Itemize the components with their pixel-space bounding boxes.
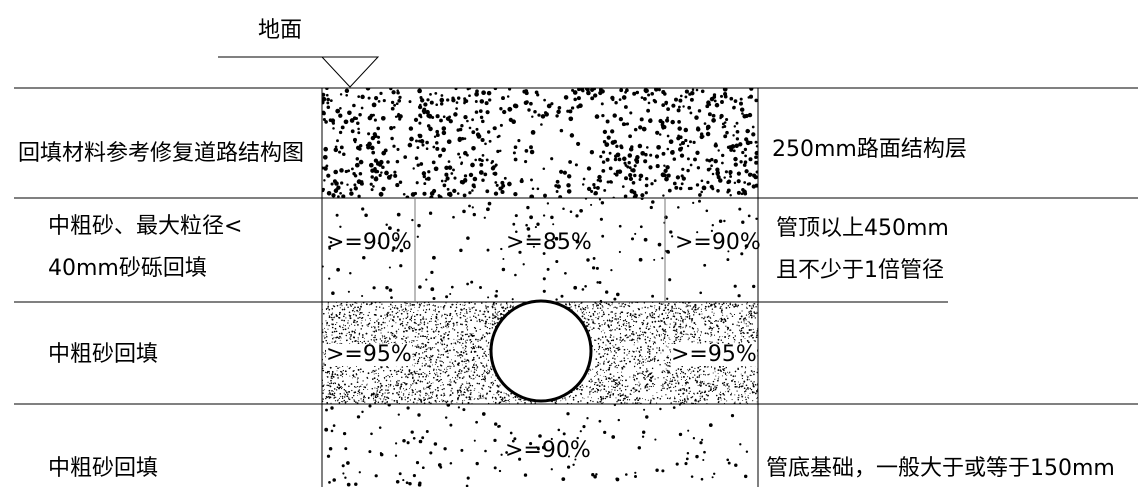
compaction-right-mid: >=90% bbox=[675, 230, 761, 255]
row2-left-label-line2: 40mm砂砾回填 bbox=[48, 256, 207, 281]
pipe-icon bbox=[489, 299, 593, 403]
compaction-center-mid: >=85% bbox=[506, 230, 592, 255]
pavement-texture bbox=[322, 88, 758, 198]
sand-texture bbox=[322, 302, 758, 404]
compaction-right-sand: >=95% bbox=[671, 342, 757, 367]
bedding-texture bbox=[324, 404, 749, 487]
row2-left-label-line1: 中粗砂、最大粒径< bbox=[48, 214, 243, 239]
gravel-texture bbox=[322, 198, 758, 302]
row1-right-label: 250mm路面结构层 bbox=[772, 137, 967, 162]
row2-right-label-line2: 且不少于1倍管径 bbox=[776, 258, 944, 283]
ground-label: 地面 bbox=[258, 18, 303, 43]
row4-left-label: 中粗砂回填 bbox=[48, 456, 159, 481]
row3-left-label: 中粗砂回填 bbox=[48, 342, 159, 367]
row4-right-label: 管底基础，一般大于或等于150mm bbox=[766, 456, 1115, 481]
compaction-bottom: >=90% bbox=[505, 438, 591, 463]
compaction-left-mid: >=90% bbox=[326, 230, 412, 255]
ground-marker-icon bbox=[320, 56, 380, 88]
compaction-left-sand: >=95% bbox=[326, 342, 412, 367]
row2-right-label-line1: 管顶以上450mm bbox=[776, 216, 949, 241]
row1-left-label: 回填材料参考修复道路结构图 bbox=[18, 141, 305, 166]
